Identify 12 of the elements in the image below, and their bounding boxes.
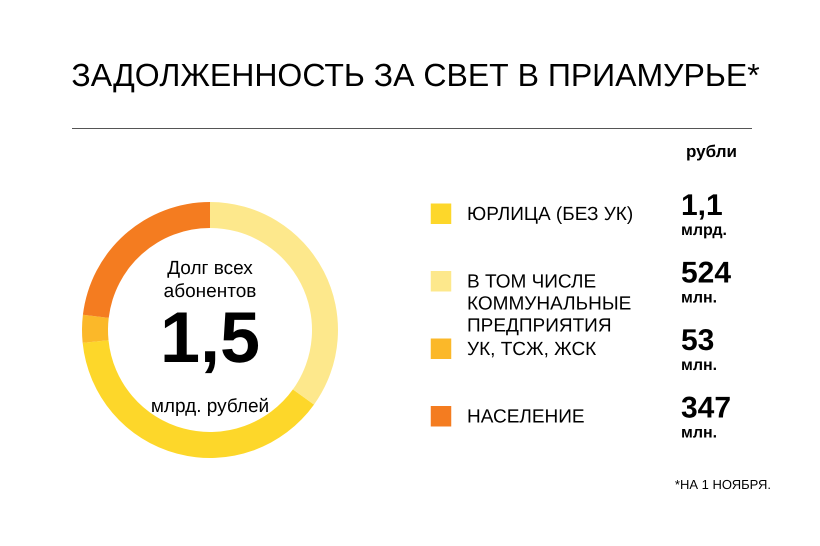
legend-label: НАСЕЛЕНИЕ: [467, 406, 585, 428]
text: млрд. рублей: [150, 396, 270, 417]
text: *НА 1 НОЯБРЯ.: [674, 477, 771, 492]
text: 347 млн.: [681, 391, 732, 442]
text: 1,1 млрд.: [681, 188, 727, 239]
chart-title: ЗАДОЛЖЕННОСТЬ ЗА СВЕТ В ПРИАМУРЬЕ*: [71, 57, 760, 93]
legend-label: ЮРЛИЦА (БЕЗ УК): [467, 204, 634, 225]
text: 53 млн.: [681, 324, 718, 374]
legend-label: УК, ТСЖ, ЖСК: [467, 338, 596, 360]
text: рубли: [686, 142, 737, 161]
legend-label: В ТОМ ЧИСЛЕ КОММУНАЛЬНЫЕ ПРЕДПРИЯТИЯ: [467, 271, 632, 336]
text: 524 млн.: [681, 256, 732, 306]
